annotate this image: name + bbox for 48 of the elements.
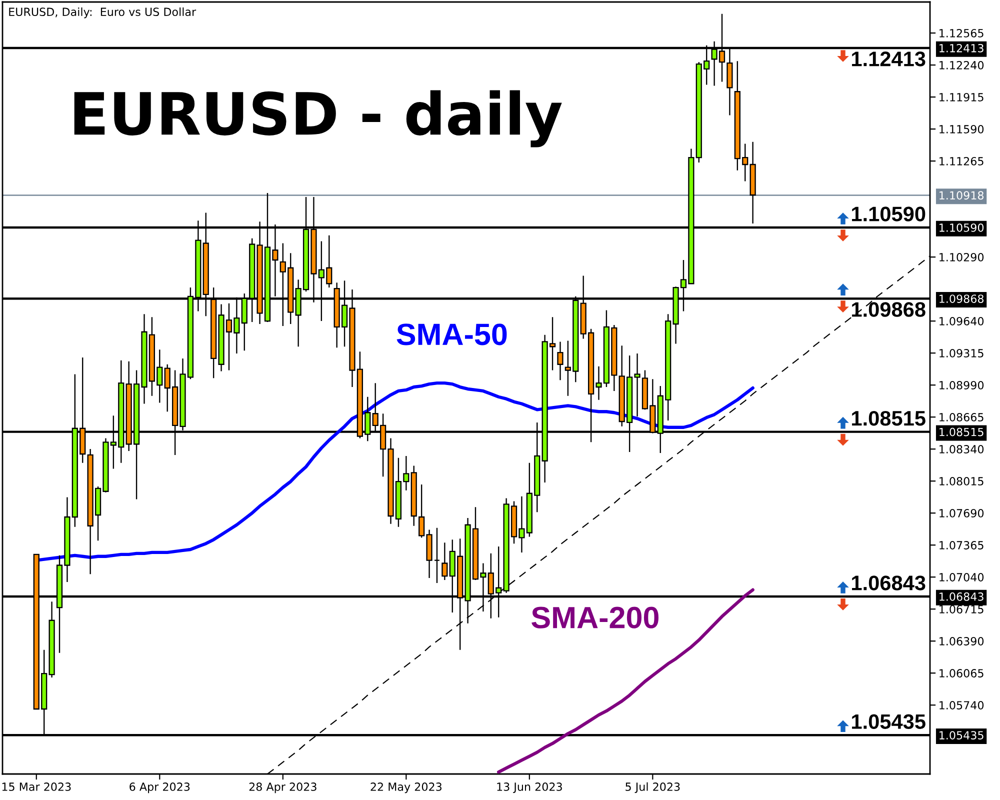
y-tick-label: 1.09868 xyxy=(940,294,984,303)
candlestick xyxy=(750,141,756,224)
candlestick xyxy=(442,542,448,581)
y-tick-label: 1.05740 xyxy=(940,701,984,710)
y-tick-label: 1.07040 xyxy=(940,573,984,582)
y-tick-label: 1.05435 xyxy=(940,731,984,740)
x-tick-label: 6 Apr 2023 xyxy=(130,782,190,794)
candlestick xyxy=(434,527,440,584)
ref-line-label: 1.09868 xyxy=(852,302,926,317)
y-tick-label: 1.09640 xyxy=(940,317,984,326)
y-tick-label: 1.10918 xyxy=(940,191,984,200)
y-tick-label: 1.08340 xyxy=(940,445,984,454)
y-tick-label: 1.11915 xyxy=(940,93,984,102)
y-tick-label: 1.11265 xyxy=(940,157,984,166)
ref-line-label: 1.05435 xyxy=(852,714,926,730)
y-tick-label: 1.08665 xyxy=(940,413,984,422)
y-tick-label: 1.06065 xyxy=(940,669,984,678)
y-tick-label: 1.07690 xyxy=(940,509,984,518)
line-series xyxy=(497,588,754,774)
y-tick-label: 1.12240 xyxy=(940,60,984,70)
y-tick-label: 1.08990 xyxy=(940,381,984,390)
y-tick-label: 1.12565 xyxy=(940,28,984,38)
y-tick-label: 1.10590 xyxy=(940,223,984,232)
text: EURUSD - daily xyxy=(74,90,562,148)
y-tick-label: 1.09315 xyxy=(940,349,984,358)
x-tick-label: 15 Mar 2023 xyxy=(2,782,71,791)
ref-line-label: 1.10590 xyxy=(852,206,926,222)
x-tick-label: 13 Jun 2023 xyxy=(497,782,562,793)
y-tick-label: 1.06715 xyxy=(940,605,984,614)
candlestick xyxy=(557,341,564,381)
y-tick-label: 1.08015 xyxy=(940,477,984,486)
ref-line-label: 1.08515 xyxy=(852,410,926,426)
y-tick-label: 1.06843 xyxy=(940,592,984,601)
y-tick-label: 1.08515 xyxy=(940,428,984,436)
chart-subtitle: EURUSD, Daily: Euro vs US Dollar xyxy=(9,7,196,18)
candlestick xyxy=(410,465,417,526)
x-tick-label: 5 Jul 2023 xyxy=(626,782,680,793)
ref-line-label: 1.06843 xyxy=(852,576,926,590)
x-tick-label: 22 May 2023 xyxy=(370,782,442,794)
series-label: SMA-200 xyxy=(532,606,658,628)
series-label: SMA-50 xyxy=(396,324,507,346)
y-tick-label: 1.11590 xyxy=(940,125,984,134)
ref-line-label: 1.12413 xyxy=(852,52,926,66)
y-tick-label: 1.10290 xyxy=(940,253,984,262)
y-tick-label: 1.12413 xyxy=(940,44,984,52)
y-tick-label: 1.06390 xyxy=(940,637,984,646)
x-tick-label: 28 Apr 2023 xyxy=(249,782,316,794)
y-tick-label: 1.07365 xyxy=(940,541,984,550)
